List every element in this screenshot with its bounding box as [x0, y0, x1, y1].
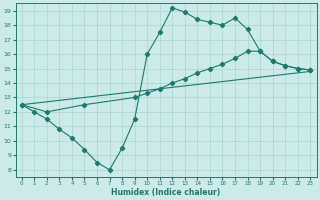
X-axis label: Humidex (Indice chaleur): Humidex (Indice chaleur) — [111, 188, 221, 197]
